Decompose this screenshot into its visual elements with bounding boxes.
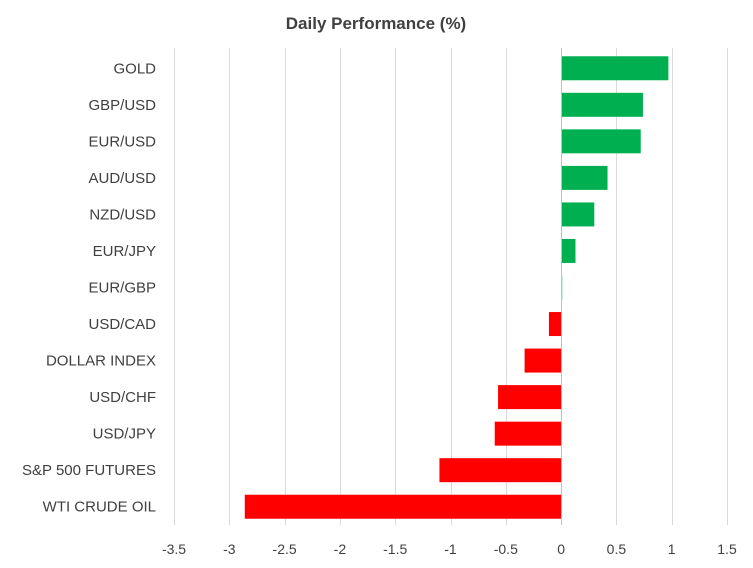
- x-tick-label: -0.5: [494, 541, 518, 557]
- x-tick-label: -1.5: [383, 541, 407, 557]
- x-tick-label: -2: [334, 541, 347, 557]
- bar-usd-jpy: [494, 421, 562, 446]
- bar-aud-usd: [561, 165, 608, 190]
- bar-usd-chf: [498, 385, 562, 410]
- x-axis-tick-labels: -3.5 -3 -2.5 -2 -1.5 -1 -0.5 0 0.5 1 1.5: [162, 541, 737, 557]
- category-label: USD/JPY: [93, 426, 156, 443]
- bar-eur-usd: [561, 129, 641, 154]
- x-tick-label: 1: [668, 541, 676, 557]
- bar-dollar-index: [524, 348, 562, 373]
- category-label: GOLD: [113, 60, 156, 77]
- category-label: EUR/JPY: [93, 243, 156, 260]
- bar-usd-cad: [548, 312, 562, 337]
- bar-eur-jpy: [561, 238, 576, 263]
- bar-gbp-usd: [561, 92, 643, 117]
- category-label: USD/CHF: [89, 389, 156, 406]
- category-label: EUR/GBP: [88, 280, 156, 297]
- category-label: GBP/USD: [88, 97, 156, 114]
- x-tick-label: -2.5: [273, 541, 297, 557]
- bar-gold: [561, 56, 669, 81]
- bar-nzd-usd: [561, 202, 595, 227]
- x-tick-label: -1: [444, 541, 457, 557]
- chart-title: Daily Performance (%): [286, 14, 466, 33]
- category-label: WTI CRUDE OIL: [43, 499, 156, 516]
- bar-s-p-500-futures: [439, 458, 562, 483]
- x-tick-label: 0: [557, 541, 565, 557]
- bar-wti-crude-oil: [244, 494, 562, 519]
- x-tick-label: -3.5: [162, 541, 186, 557]
- category-labels: GOLD GBP/USD EUR/USD AUD/USD NZD/USD EUR/JPY E…: [22, 60, 156, 515]
- bars: [244, 56, 669, 519]
- gridlines: [174, 48, 728, 525]
- category-label: AUD/USD: [88, 170, 156, 187]
- category-label: USD/CAD: [88, 316, 156, 333]
- category-label: NZD/USD: [89, 206, 156, 223]
- x-tick-label: -3: [223, 541, 236, 557]
- category-label: EUR/USD: [88, 133, 156, 150]
- x-tick-label: 1.5: [717, 541, 737, 557]
- category-label: S&P 500 FUTURES: [22, 462, 156, 479]
- category-label: DOLLAR INDEX: [46, 353, 156, 370]
- x-tick-label: 0.5: [607, 541, 627, 557]
